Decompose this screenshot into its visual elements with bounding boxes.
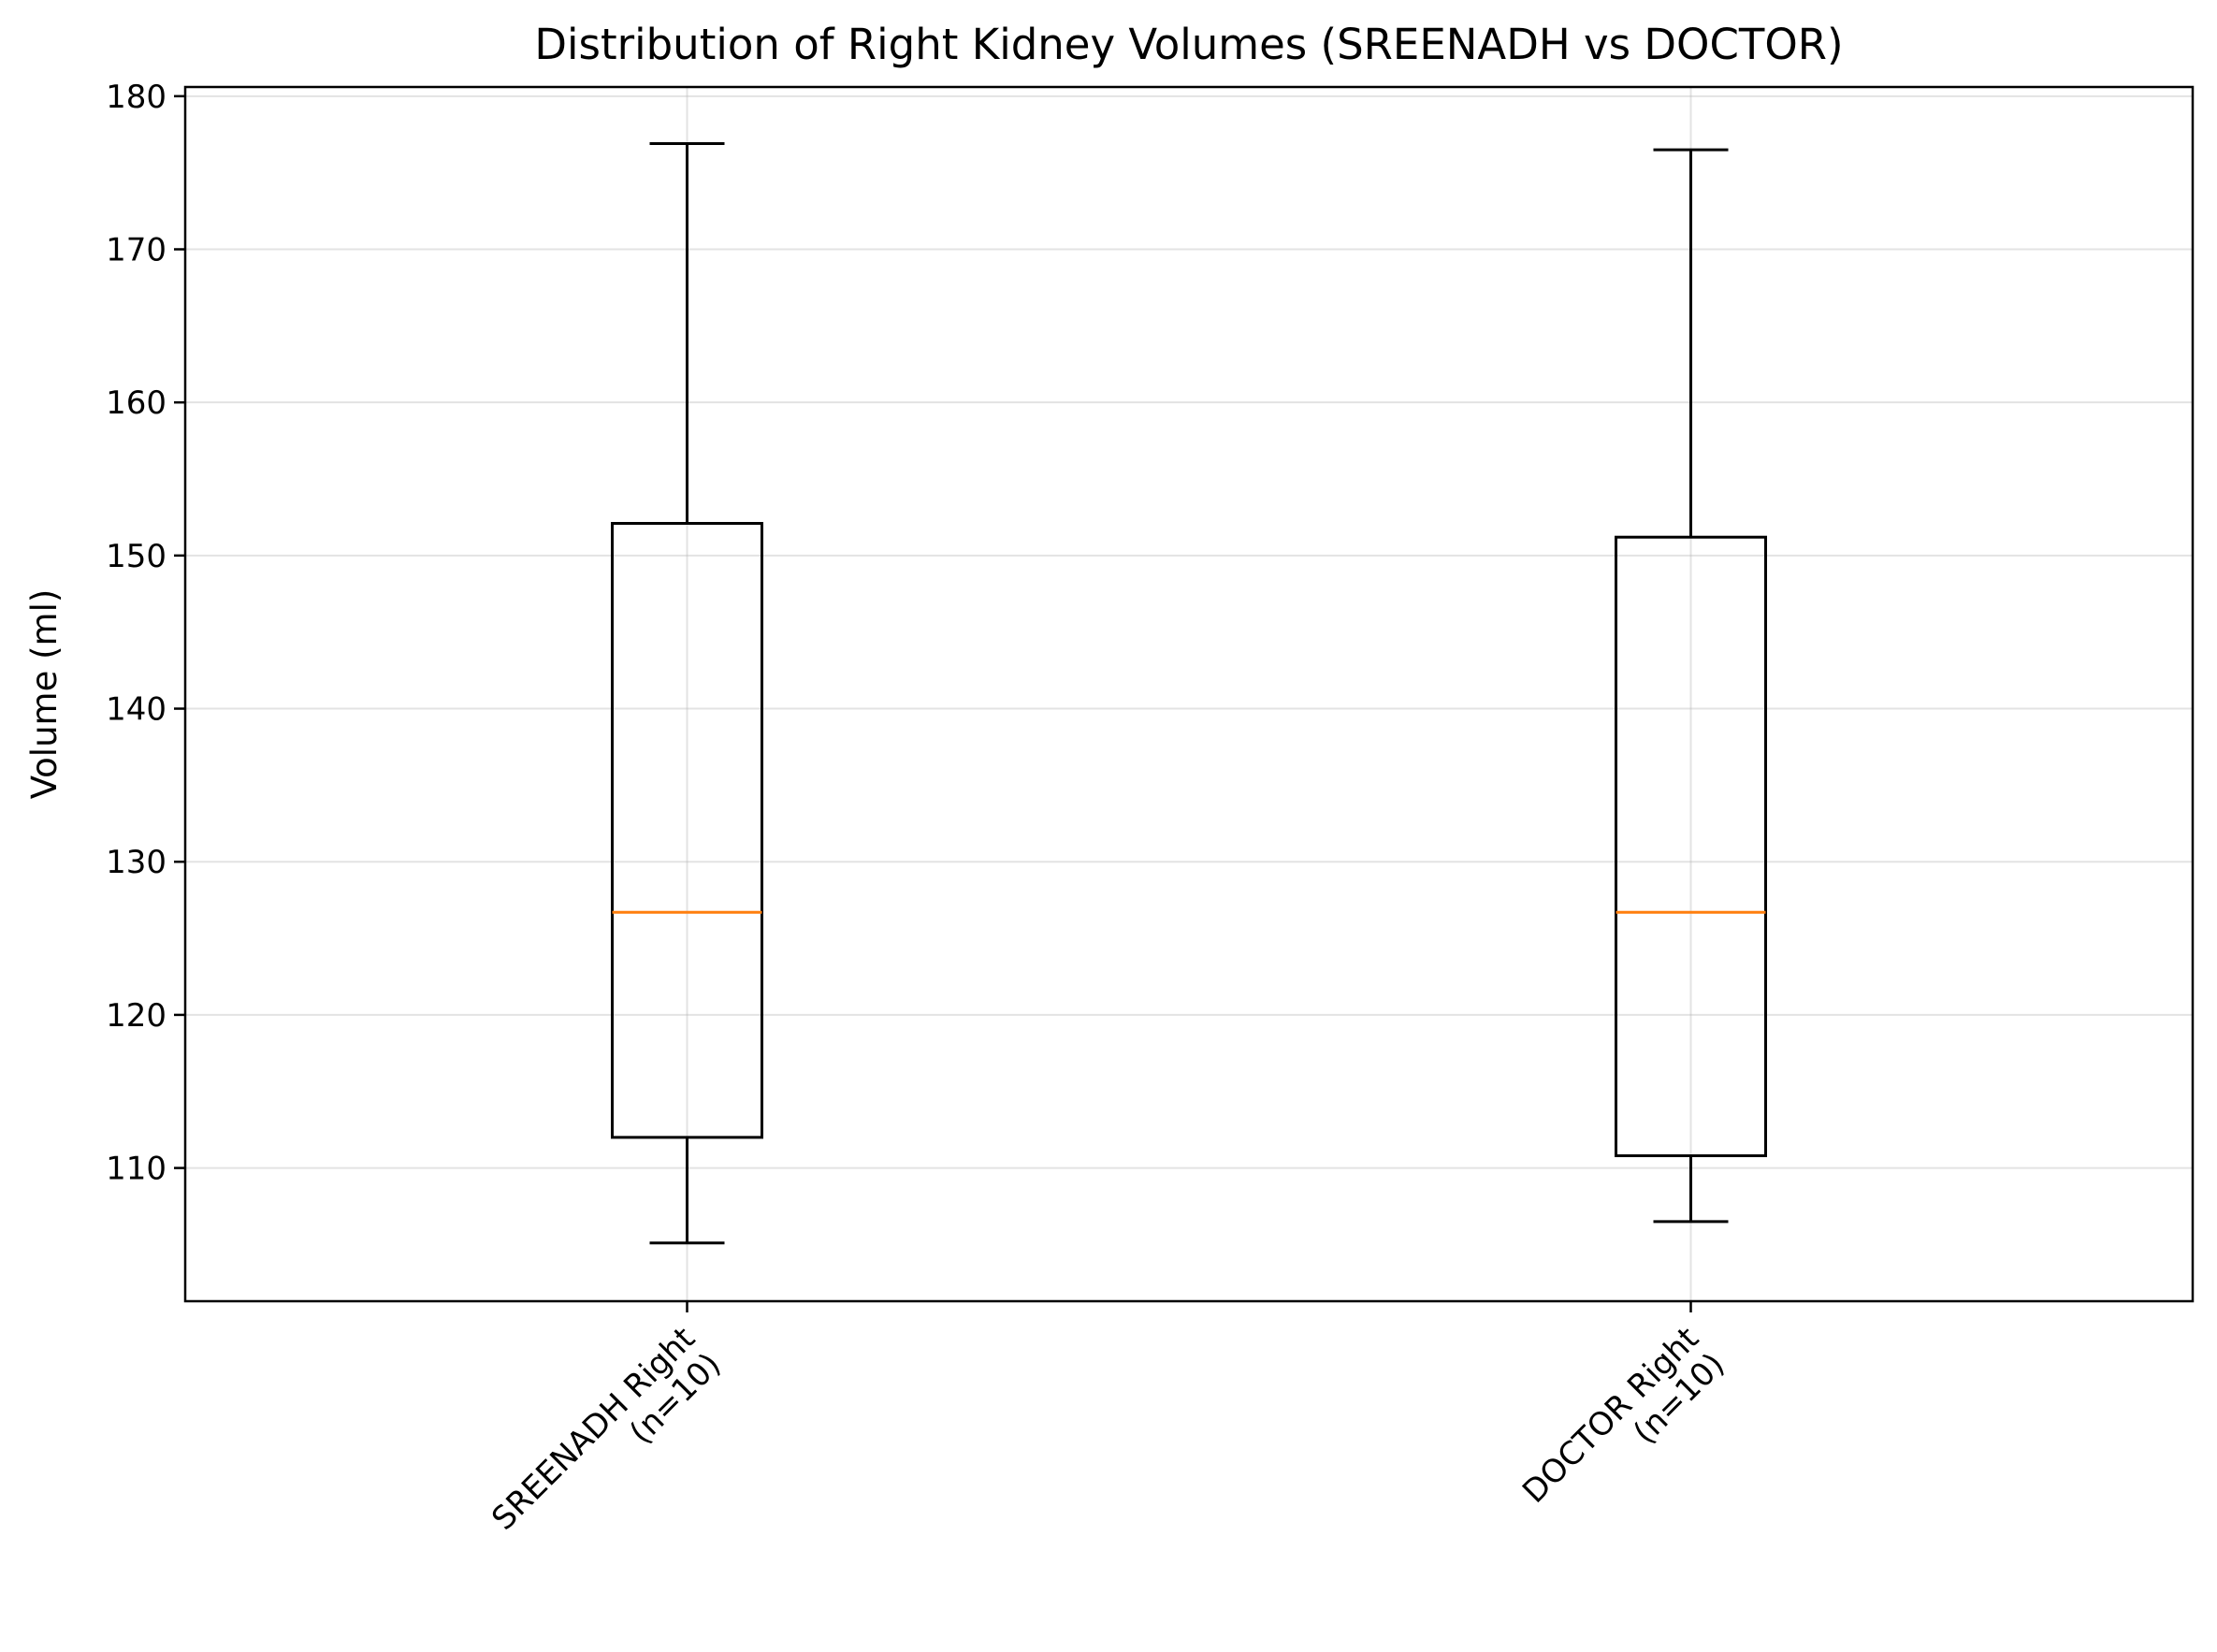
y-tick-label: 110 — [106, 1151, 167, 1188]
y-tick-label: 140 — [106, 691, 167, 729]
box-group — [1615, 148, 1767, 1224]
y-tick-label: 150 — [106, 538, 167, 575]
y-tick-label: 130 — [106, 844, 167, 881]
iqr-box — [1615, 535, 1767, 1158]
grid-lines — [185, 87, 2193, 1301]
y-axis-ticks: 110 120 130 140 150 160 170 180 — [106, 79, 185, 1188]
chart-title: Distribution of Right Kidney Volumes (SR… — [534, 20, 1843, 69]
y-axis-label: Volume (ml) — [24, 589, 65, 800]
x-tick-label: DOCTOR Right(n=10) — [1515, 1320, 1732, 1536]
x-axis-ticks: SREENADH Right(n=10) DOCTOR Right(n=10) — [485, 1301, 1732, 1563]
y-tick-label: 180 — [106, 79, 167, 116]
iqr-box — [611, 521, 763, 1139]
plot-frame — [183, 85, 2195, 1303]
y-tick-label: 120 — [106, 997, 167, 1035]
boxes — [611, 142, 1767, 1245]
x-tick-label: SREENADH Right(n=10) — [485, 1320, 728, 1563]
y-tick-label: 170 — [106, 232, 167, 269]
y-tick-label: 160 — [106, 384, 167, 422]
box-group — [611, 142, 763, 1245]
